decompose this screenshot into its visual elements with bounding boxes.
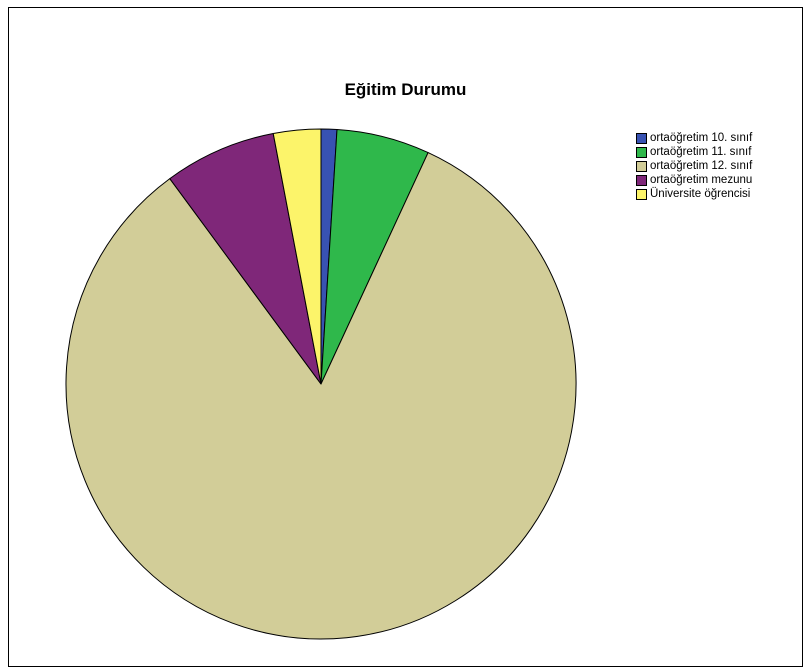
pie-slice-3 bbox=[65, 152, 577, 640]
legend-item: ortaöğretim 10. sınıf bbox=[636, 131, 752, 145]
legend-label: ortaöğretim 12. sınıf bbox=[650, 160, 753, 172]
legend-label: ortaöğretim 10. sınıf bbox=[650, 132, 753, 144]
legend-label: ortaöğretim 11. sınıf bbox=[650, 146, 752, 158]
legend-swatch bbox=[636, 174, 647, 186]
chart-legend: ortaöğretim 10. sınıf ortaöğretim 11. sın… bbox=[636, 131, 752, 201]
pie-chart bbox=[65, 128, 577, 640]
legend-swatch bbox=[636, 160, 647, 172]
pie-slice-4 bbox=[169, 133, 322, 385]
legend-item: ortaöğretim 11. sınıf bbox=[636, 145, 752, 159]
pie-slice-5 bbox=[272, 128, 322, 385]
legend-swatch bbox=[636, 132, 647, 144]
legend-item: ortaöğretim 12. sınıf bbox=[636, 159, 752, 173]
legend-item: ortaöğretim mezunu bbox=[636, 173, 752, 187]
legend-swatch bbox=[636, 188, 647, 200]
legend-label: Üniversite öğrencisi bbox=[650, 188, 751, 200]
legend-label: ortaöğretim mezunu bbox=[650, 174, 753, 186]
legend-swatch bbox=[636, 146, 647, 158]
legend-item: Üniversite öğrencisi bbox=[636, 187, 752, 201]
chart-title: Eğitim Durumu bbox=[344, 80, 467, 99]
